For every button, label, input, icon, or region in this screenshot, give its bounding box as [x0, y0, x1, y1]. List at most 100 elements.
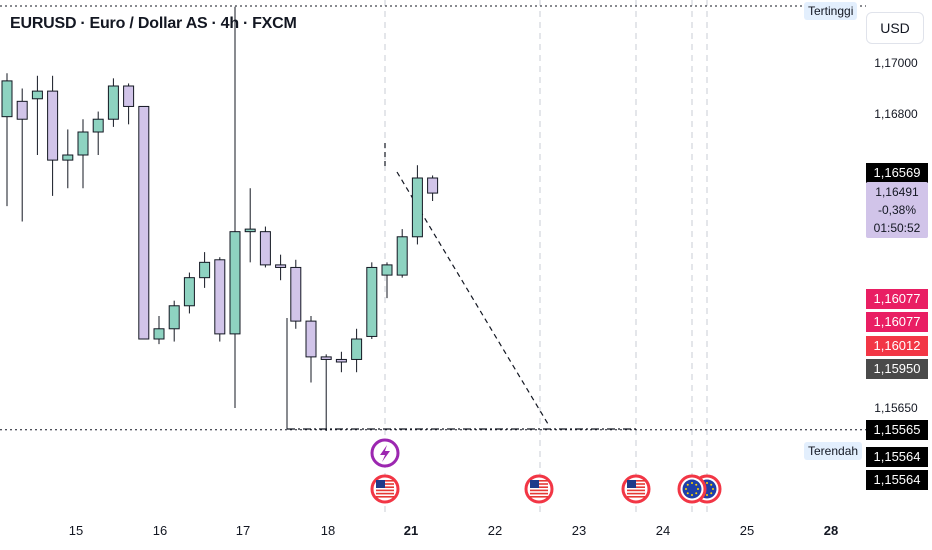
candle-body [16, 100, 28, 120]
x-tick-label: 24 [656, 523, 670, 538]
flag-canton [530, 480, 539, 488]
x-tick-label: 25 [740, 523, 754, 538]
flag-stripe [627, 489, 645, 492]
candle-body [320, 356, 332, 360]
flag-stripe [376, 492, 394, 495]
x-tick-label: 17 [236, 523, 250, 538]
lightning-bolt [380, 445, 390, 462]
candle-body [77, 131, 89, 156]
flag-stripe [530, 496, 548, 498]
candle-body [366, 266, 378, 337]
price-change: -0,38% [877, 203, 917, 217]
flag-ring [370, 474, 400, 504]
y-tick-label: 1,17000 [874, 56, 918, 70]
flag-ring [621, 474, 651, 504]
candle-body [275, 264, 287, 268]
price-tag: 1,15564 [866, 470, 928, 491]
symbol-text: EURUSD [10, 15, 77, 32]
candle-body [427, 177, 439, 194]
candle-body [62, 154, 74, 161]
flag-canton [376, 480, 385, 488]
candles-layer [1, 6, 439, 431]
flag-star [691, 482, 693, 484]
price-tag: 1,16077 [866, 288, 928, 309]
current-price-box: 1,16491 -0,38% 01:50:52 [866, 182, 928, 238]
candle-body [153, 328, 165, 340]
price-tag: 1,16012 [866, 335, 928, 356]
candle-body [229, 231, 241, 335]
projection-drawing [286, 143, 636, 430]
candle-body [199, 261, 211, 279]
flag-star [697, 488, 699, 490]
time-axis: 15 16 17 18 21 22 23 24 25 28 [69, 523, 838, 538]
price-tag: 1,15950 [866, 359, 928, 380]
price-tag: 1,15564 [866, 446, 928, 467]
flag-star [685, 488, 687, 490]
interval-text: 4h [220, 15, 239, 32]
flag-stripe [376, 496, 394, 498]
candle-body [138, 105, 150, 340]
event-markers [370, 438, 722, 504]
exchange-text: FXCM [252, 15, 297, 32]
flag-star [686, 492, 689, 495]
high-label: Tertinggi [804, 2, 858, 20]
price-tag: 1,15565 [866, 419, 928, 440]
candle-body [47, 90, 59, 161]
currency-button[interactable]: USD [866, 12, 924, 44]
us-flag-icon [370, 474, 400, 504]
candle-body [290, 266, 302, 322]
x-tick-label: 16 [153, 523, 167, 538]
y-tick-label: 1,16800 [874, 107, 918, 121]
flag-star [695, 483, 698, 486]
flag-star [712, 488, 714, 490]
flag-star [706, 482, 708, 484]
flag-stripe [530, 489, 548, 492]
flag-star [691, 494, 693, 496]
vertical-gridlines [384, 0, 708, 515]
flag-stripe [627, 492, 645, 495]
candle-body [381, 264, 393, 276]
candle-body [305, 320, 317, 358]
candle-body [259, 231, 271, 266]
candle-body [183, 277, 195, 307]
candle-body [31, 90, 43, 100]
flag-ring [524, 474, 554, 504]
candle-body [1, 80, 13, 118]
lightning-icon [370, 438, 400, 468]
flag-star [686, 483, 689, 486]
candle-body [244, 228, 256, 233]
flag-canton [627, 480, 636, 488]
current-price: 1,16491 [875, 185, 919, 199]
low-label: Terendah [804, 442, 863, 460]
flag-star [695, 492, 698, 495]
x-tick-label: 28 [824, 523, 838, 538]
flag-stripe [376, 489, 394, 492]
candle-body [214, 259, 226, 335]
candle-body [107, 85, 119, 120]
chart-title: EURUSD · Euro / Dollar AS · 4h · FXCM [10, 15, 297, 32]
candle-body [168, 305, 180, 330]
flag-stripe [530, 492, 548, 495]
candle-body [123, 85, 135, 107]
candle-body [411, 177, 423, 238]
flag-stripe [627, 496, 645, 498]
flag-star [710, 483, 713, 486]
bar-countdown: 01:50:52 [873, 221, 921, 235]
x-tick-label: 23 [572, 523, 586, 538]
x-tick-label: 21 [404, 523, 418, 538]
candle-body [335, 358, 347, 363]
flag-star [710, 492, 713, 495]
symbol-name: Euro / Dollar AS [89, 15, 208, 32]
flag-star [706, 494, 708, 496]
price-tag: 1,16077 [866, 312, 928, 333]
us-flag-icon [524, 474, 554, 504]
us-flag-icon [621, 474, 651, 504]
candle-body [396, 236, 408, 276]
x-tick-label: 22 [488, 523, 502, 538]
x-tick-label: 15 [69, 523, 83, 538]
price-tag: 1,16569 [866, 163, 928, 184]
candle-body [92, 118, 104, 133]
y-tick-label: 1,15650 [874, 401, 918, 415]
candle-body [351, 338, 363, 360]
